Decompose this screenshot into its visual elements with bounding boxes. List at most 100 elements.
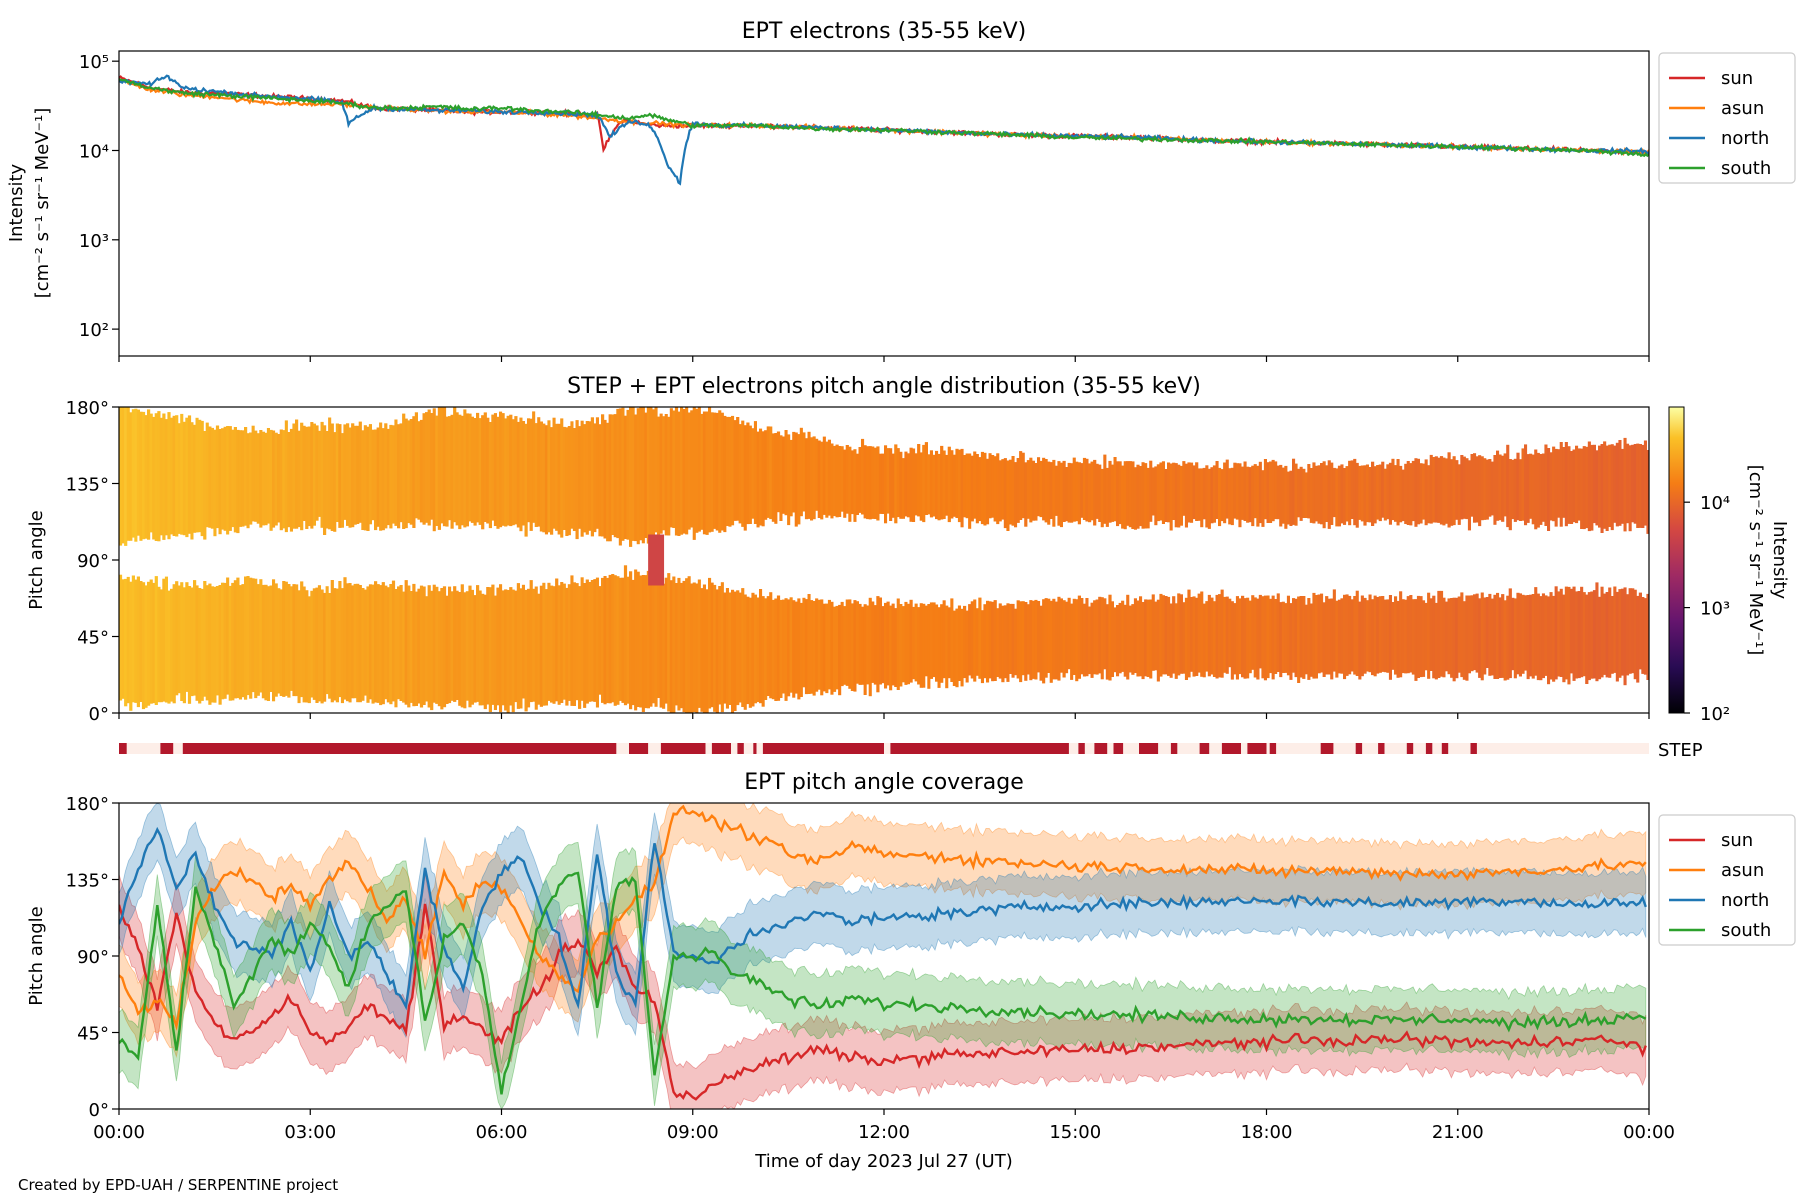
heatmap-cell [302, 425, 306, 521]
heatmap-cell [957, 449, 961, 523]
heatmap-cell [1212, 465, 1216, 523]
heatmap-cell [912, 606, 916, 680]
heatmap-cell [601, 414, 605, 537]
heatmap-cell [175, 581, 179, 696]
heatmap-cell [1031, 460, 1035, 521]
heatmap-cell [404, 580, 408, 705]
heatmap-cell [782, 436, 786, 514]
heatmap-cell [618, 408, 622, 546]
heatmap-cell [1299, 466, 1303, 521]
heatmap-cell [751, 592, 755, 707]
heatmap-cell [557, 423, 561, 535]
heatmap-cell [1302, 468, 1306, 518]
panel1-frame [118, 50, 1650, 357]
heatmap-cell [175, 415, 179, 537]
heatmap-cell [1348, 460, 1352, 526]
heatmap-cell [1001, 459, 1005, 520]
heatmap-cell [1411, 460, 1415, 522]
heatmap-cell [386, 587, 390, 703]
heatmap-cell [876, 446, 880, 521]
heatmap-cell [623, 565, 628, 706]
heatmap-cell [279, 589, 283, 696]
heatmap-cell [335, 588, 339, 703]
heatmap-cell [585, 421, 589, 535]
heatmap-cell [386, 428, 390, 526]
heatmap-cell [560, 418, 564, 538]
ytick-label: 180° [66, 794, 109, 815]
heatmap-cell [1493, 455, 1497, 525]
heatmap-cell [1123, 461, 1127, 530]
heatmap-cell [1167, 462, 1171, 523]
heatmap-cell [595, 577, 599, 708]
heatmap-cell [562, 583, 566, 700]
heatmap-cell [881, 606, 885, 684]
heatmap-cell [687, 412, 691, 530]
heatmap-cell [205, 422, 209, 528]
heatmap-cell [1090, 602, 1094, 678]
heatmap-cell [195, 585, 199, 701]
heatmap-cell [904, 451, 908, 517]
heatmap-cell [292, 584, 296, 697]
heatmap-cell [1524, 444, 1528, 526]
heatmap-cell [1437, 590, 1441, 678]
heatmap-cell [1483, 458, 1487, 520]
heatmap-cell [935, 450, 939, 520]
heatmap-cell [570, 575, 574, 706]
heatmap-cell [1496, 592, 1500, 679]
heatmap-cell [648, 534, 665, 586]
heatmap-cell [509, 414, 513, 527]
heatmap-cell [1253, 597, 1257, 678]
heatmap-cell [667, 416, 671, 536]
heatmap-cell [269, 585, 273, 692]
heatmap-cell [659, 413, 663, 534]
heatmap-cell [680, 582, 684, 709]
heatmap-cell [1292, 458, 1296, 525]
heatmap-cell [947, 607, 951, 679]
heatmap-cell [590, 580, 594, 702]
heatmap-cell [368, 424, 372, 525]
ytick-label: 0° [89, 704, 109, 725]
heatmap-cell [1062, 460, 1066, 522]
heatmap-cell [1164, 469, 1168, 522]
heatmap-cell [1340, 598, 1344, 674]
panel1-ylabel-line2: [cm⁻² s⁻¹ sr⁻¹ MeV⁻¹] [32, 108, 53, 299]
heatmap-cell [1085, 598, 1089, 677]
heatmap-cell [399, 423, 403, 523]
heatmap-cell [544, 425, 548, 535]
heatmap-cell [1054, 465, 1058, 516]
heatmap-cell [1633, 589, 1637, 680]
heatmap-cell [782, 599, 786, 694]
xtick-label: 03:00 [284, 1122, 336, 1143]
heatmap-cell [1406, 596, 1410, 674]
heatmap-cell [1235, 596, 1239, 680]
heatmap-cell [1450, 598, 1454, 678]
step-active-interval [1221, 743, 1241, 754]
heatmap-cell [1626, 594, 1630, 676]
heatmap-cell [1322, 461, 1326, 529]
heatmap-cell [412, 416, 416, 528]
heatmap-cell [817, 599, 821, 690]
heatmap-cell [733, 420, 737, 521]
heatmap-cell [1547, 448, 1551, 531]
heatmap-cell [325, 586, 329, 695]
legend-box [1658, 52, 1796, 184]
heatmap-cell [580, 577, 584, 701]
heatmap-cell [305, 426, 309, 529]
heatmap-cell [567, 584, 571, 701]
heatmap-cell [448, 416, 452, 521]
heatmap-cell [1633, 444, 1637, 524]
heatmap-cell [667, 573, 671, 712]
heatmap-cell [634, 414, 638, 542]
heatmap-cell [1228, 598, 1232, 668]
heatmap-cell [414, 412, 418, 519]
heatmap-cell [131, 575, 135, 703]
heatmap-cell [1488, 593, 1492, 676]
heatmap-cell [1414, 458, 1418, 527]
heatmap-cell [578, 586, 582, 709]
heatmap-cell [1577, 448, 1581, 521]
heatmap-cell [899, 451, 903, 519]
heatmap-cell [1503, 600, 1507, 681]
heatmap-cell [736, 417, 740, 521]
heatmap-cell [983, 452, 987, 526]
heatmap-cell [1100, 597, 1104, 680]
